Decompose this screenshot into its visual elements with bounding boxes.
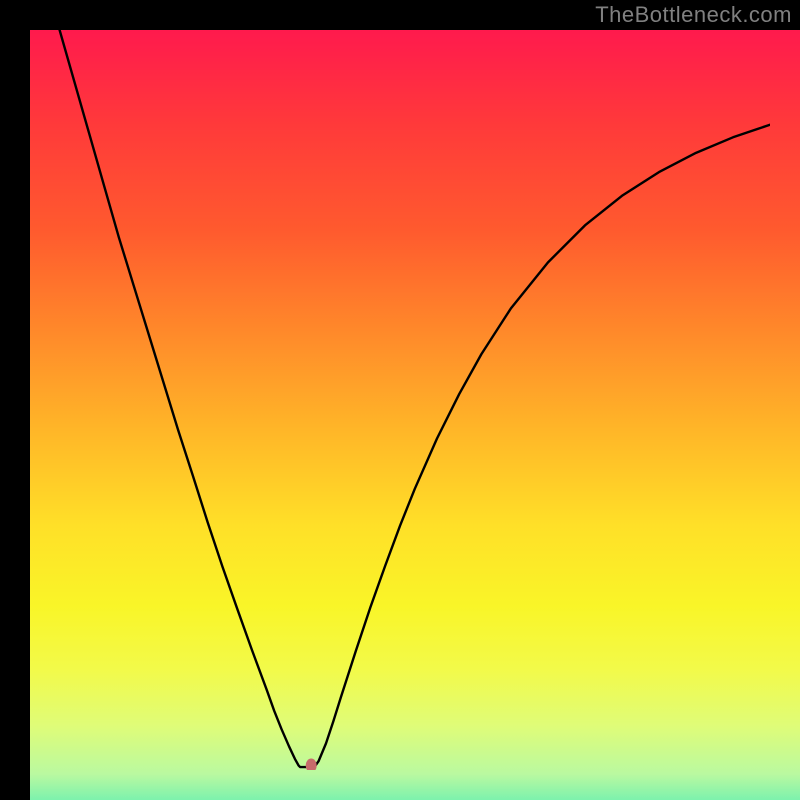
plot-background — [30, 30, 800, 800]
chart-svg — [0, 0, 800, 800]
bottleneck-chart: TheBottleneck.com — [0, 0, 800, 800]
watermark-text: TheBottleneck.com — [595, 2, 792, 28]
